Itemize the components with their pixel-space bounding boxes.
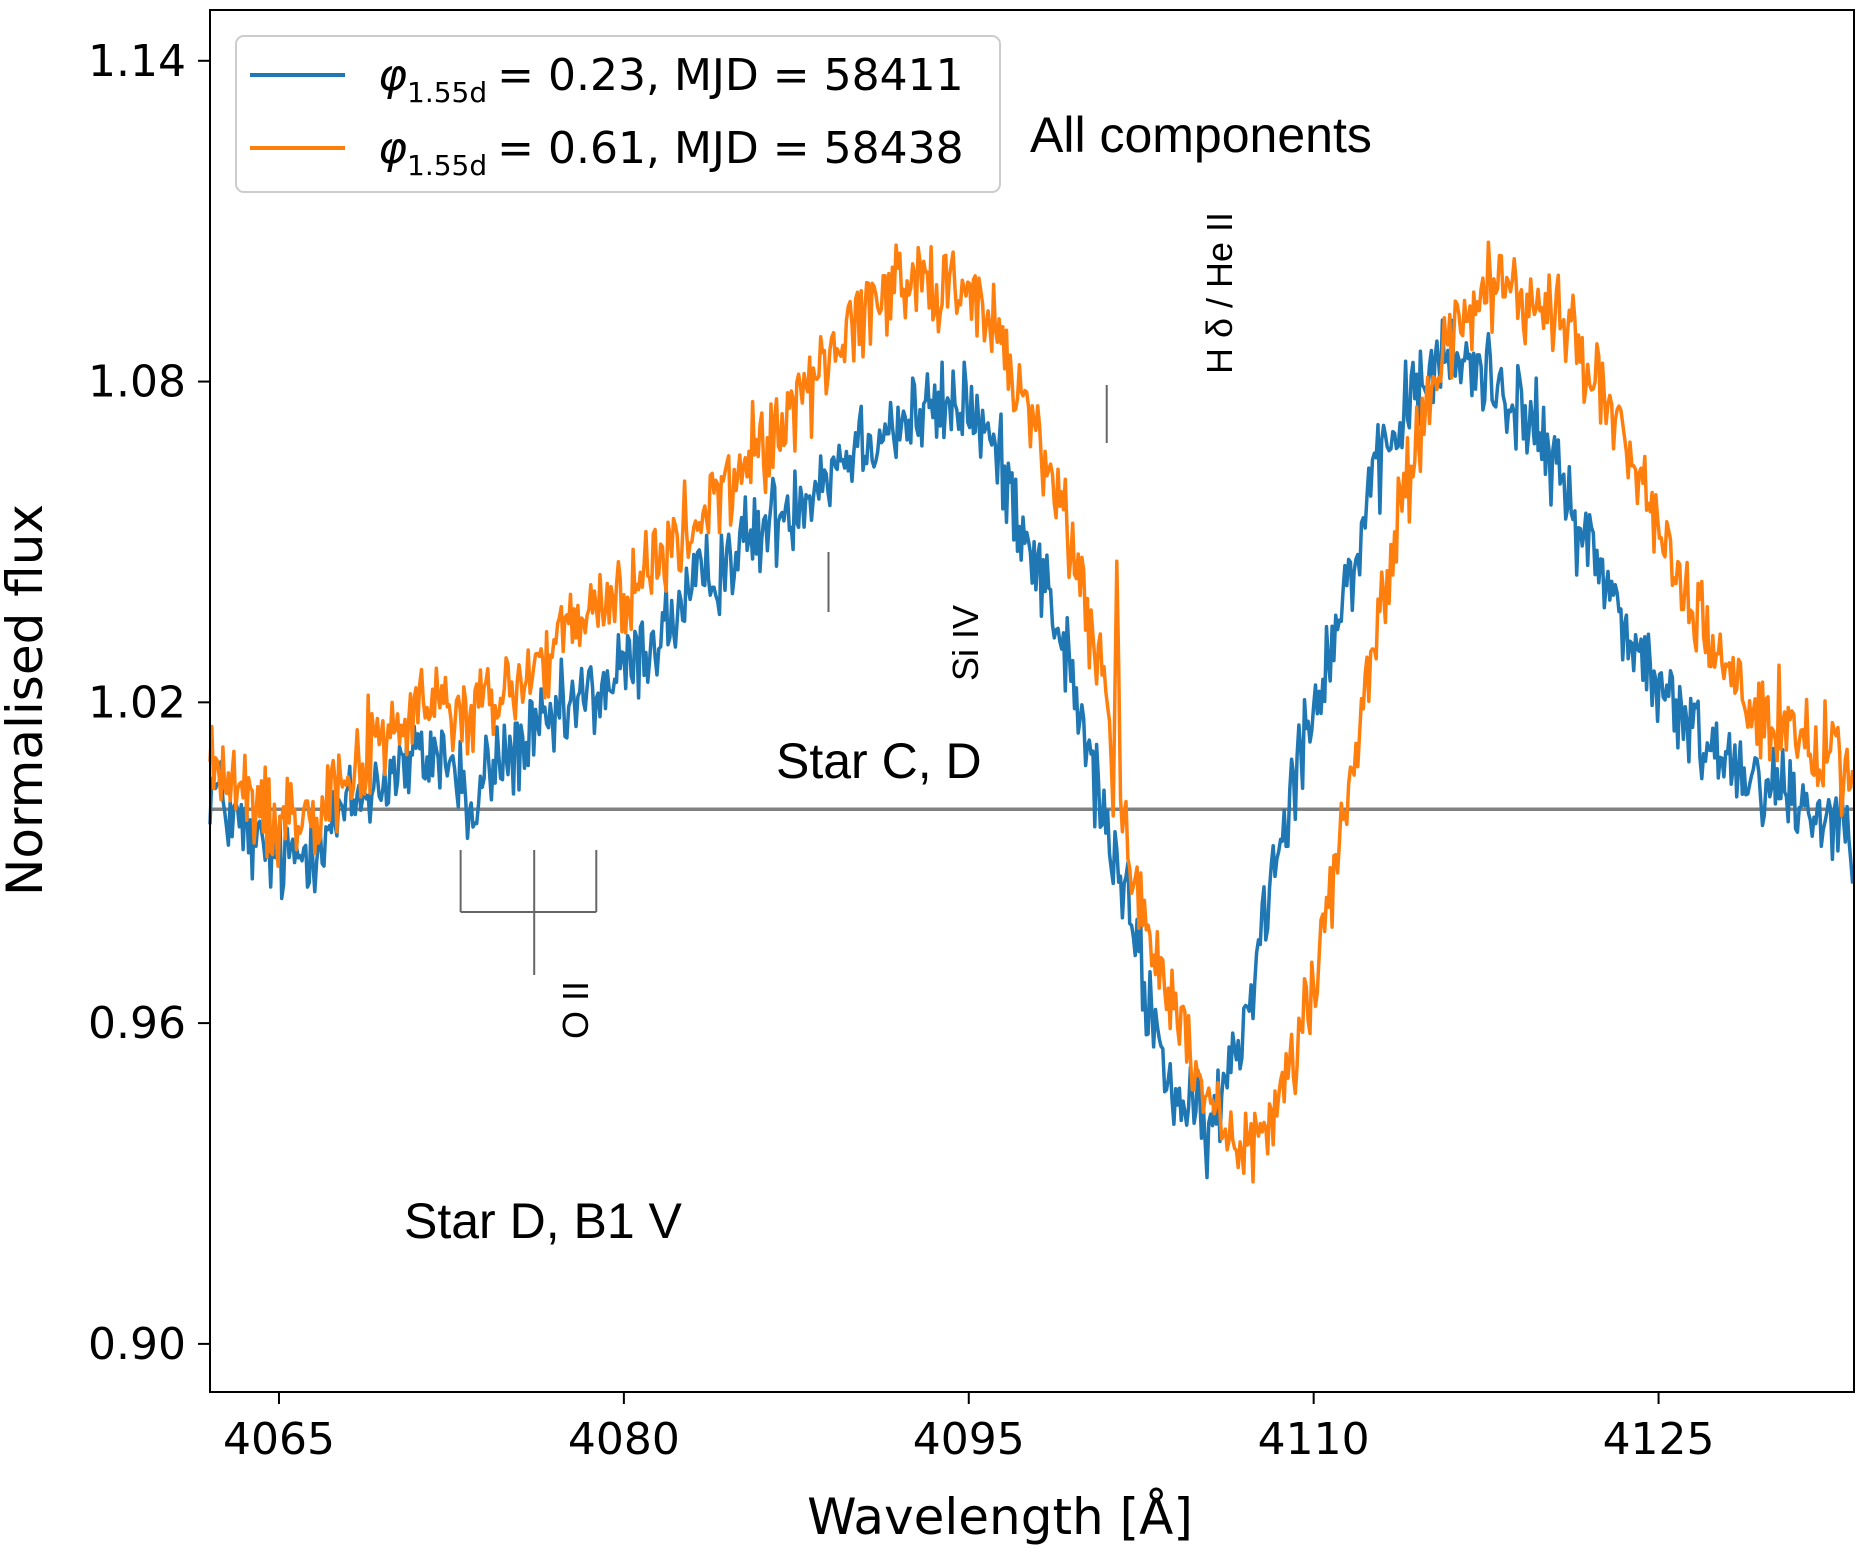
x-tick-label: 4065 bbox=[223, 1414, 335, 1465]
y-tick-label: 0.96 bbox=[88, 998, 186, 1049]
x-tick-label: 4125 bbox=[1603, 1414, 1715, 1465]
axis-layer: 4065 4080 4095 4110 4125 0.90 0.96 1.02 1.08 1.14 bbox=[88, 36, 1715, 1465]
legend-label-series-2: φ1.55d = 0.61, MJD = 58438 bbox=[378, 123, 964, 182]
legend-value-2: = 0.61, MJD = 58438 bbox=[497, 123, 963, 174]
legend-phi-symbol-2: φ bbox=[378, 123, 407, 174]
legend-subscript-2: 1.55d bbox=[407, 149, 487, 182]
y-tick-label: 0.90 bbox=[88, 1319, 186, 1370]
x-axis-title: Wavelength [Å] bbox=[807, 1488, 1193, 1546]
legend: φ1.55d = 0.23, MJD = 58411 φ1.55d = 0.61, … bbox=[235, 35, 1001, 193]
plot-frame bbox=[209, 9, 1855, 1393]
series-layer bbox=[208, 240, 1855, 1184]
legend-value-1: = 0.23, MJD = 58411 bbox=[497, 50, 963, 101]
x-tick-label: 4080 bbox=[568, 1414, 680, 1465]
x-tick-label: 4095 bbox=[913, 1414, 1025, 1465]
legend-box bbox=[235, 35, 1001, 193]
annotation-star-d: Star D, B1 V bbox=[404, 1193, 683, 1249]
annotation-star-cd: Star C, D bbox=[776, 733, 982, 789]
series-line-1 bbox=[208, 318, 1855, 1180]
y-axis-title: Normalised flux bbox=[0, 504, 54, 896]
series-line-2 bbox=[208, 240, 1855, 1184]
x-tick-label: 4110 bbox=[1258, 1414, 1370, 1465]
annotation-si-iv: Si IV bbox=[945, 605, 986, 681]
y-tick-label: 1.08 bbox=[88, 357, 186, 408]
annotation-all-components: All components bbox=[1030, 107, 1372, 163]
line-marker-layer bbox=[459, 385, 1108, 975]
y-tick-label: 1.14 bbox=[88, 36, 186, 87]
legend-phi-symbol-1: φ bbox=[378, 50, 407, 101]
annotation-h-delta-he-ii: H δ / He II bbox=[1199, 212, 1240, 374]
legend-subscript-1: 1.55d bbox=[407, 76, 487, 109]
annotation-o-ii: O II bbox=[555, 981, 596, 1039]
y-tick-label: 1.02 bbox=[88, 677, 186, 728]
legend-label-series-1: φ1.55d = 0.23, MJD = 58411 bbox=[378, 50, 964, 109]
